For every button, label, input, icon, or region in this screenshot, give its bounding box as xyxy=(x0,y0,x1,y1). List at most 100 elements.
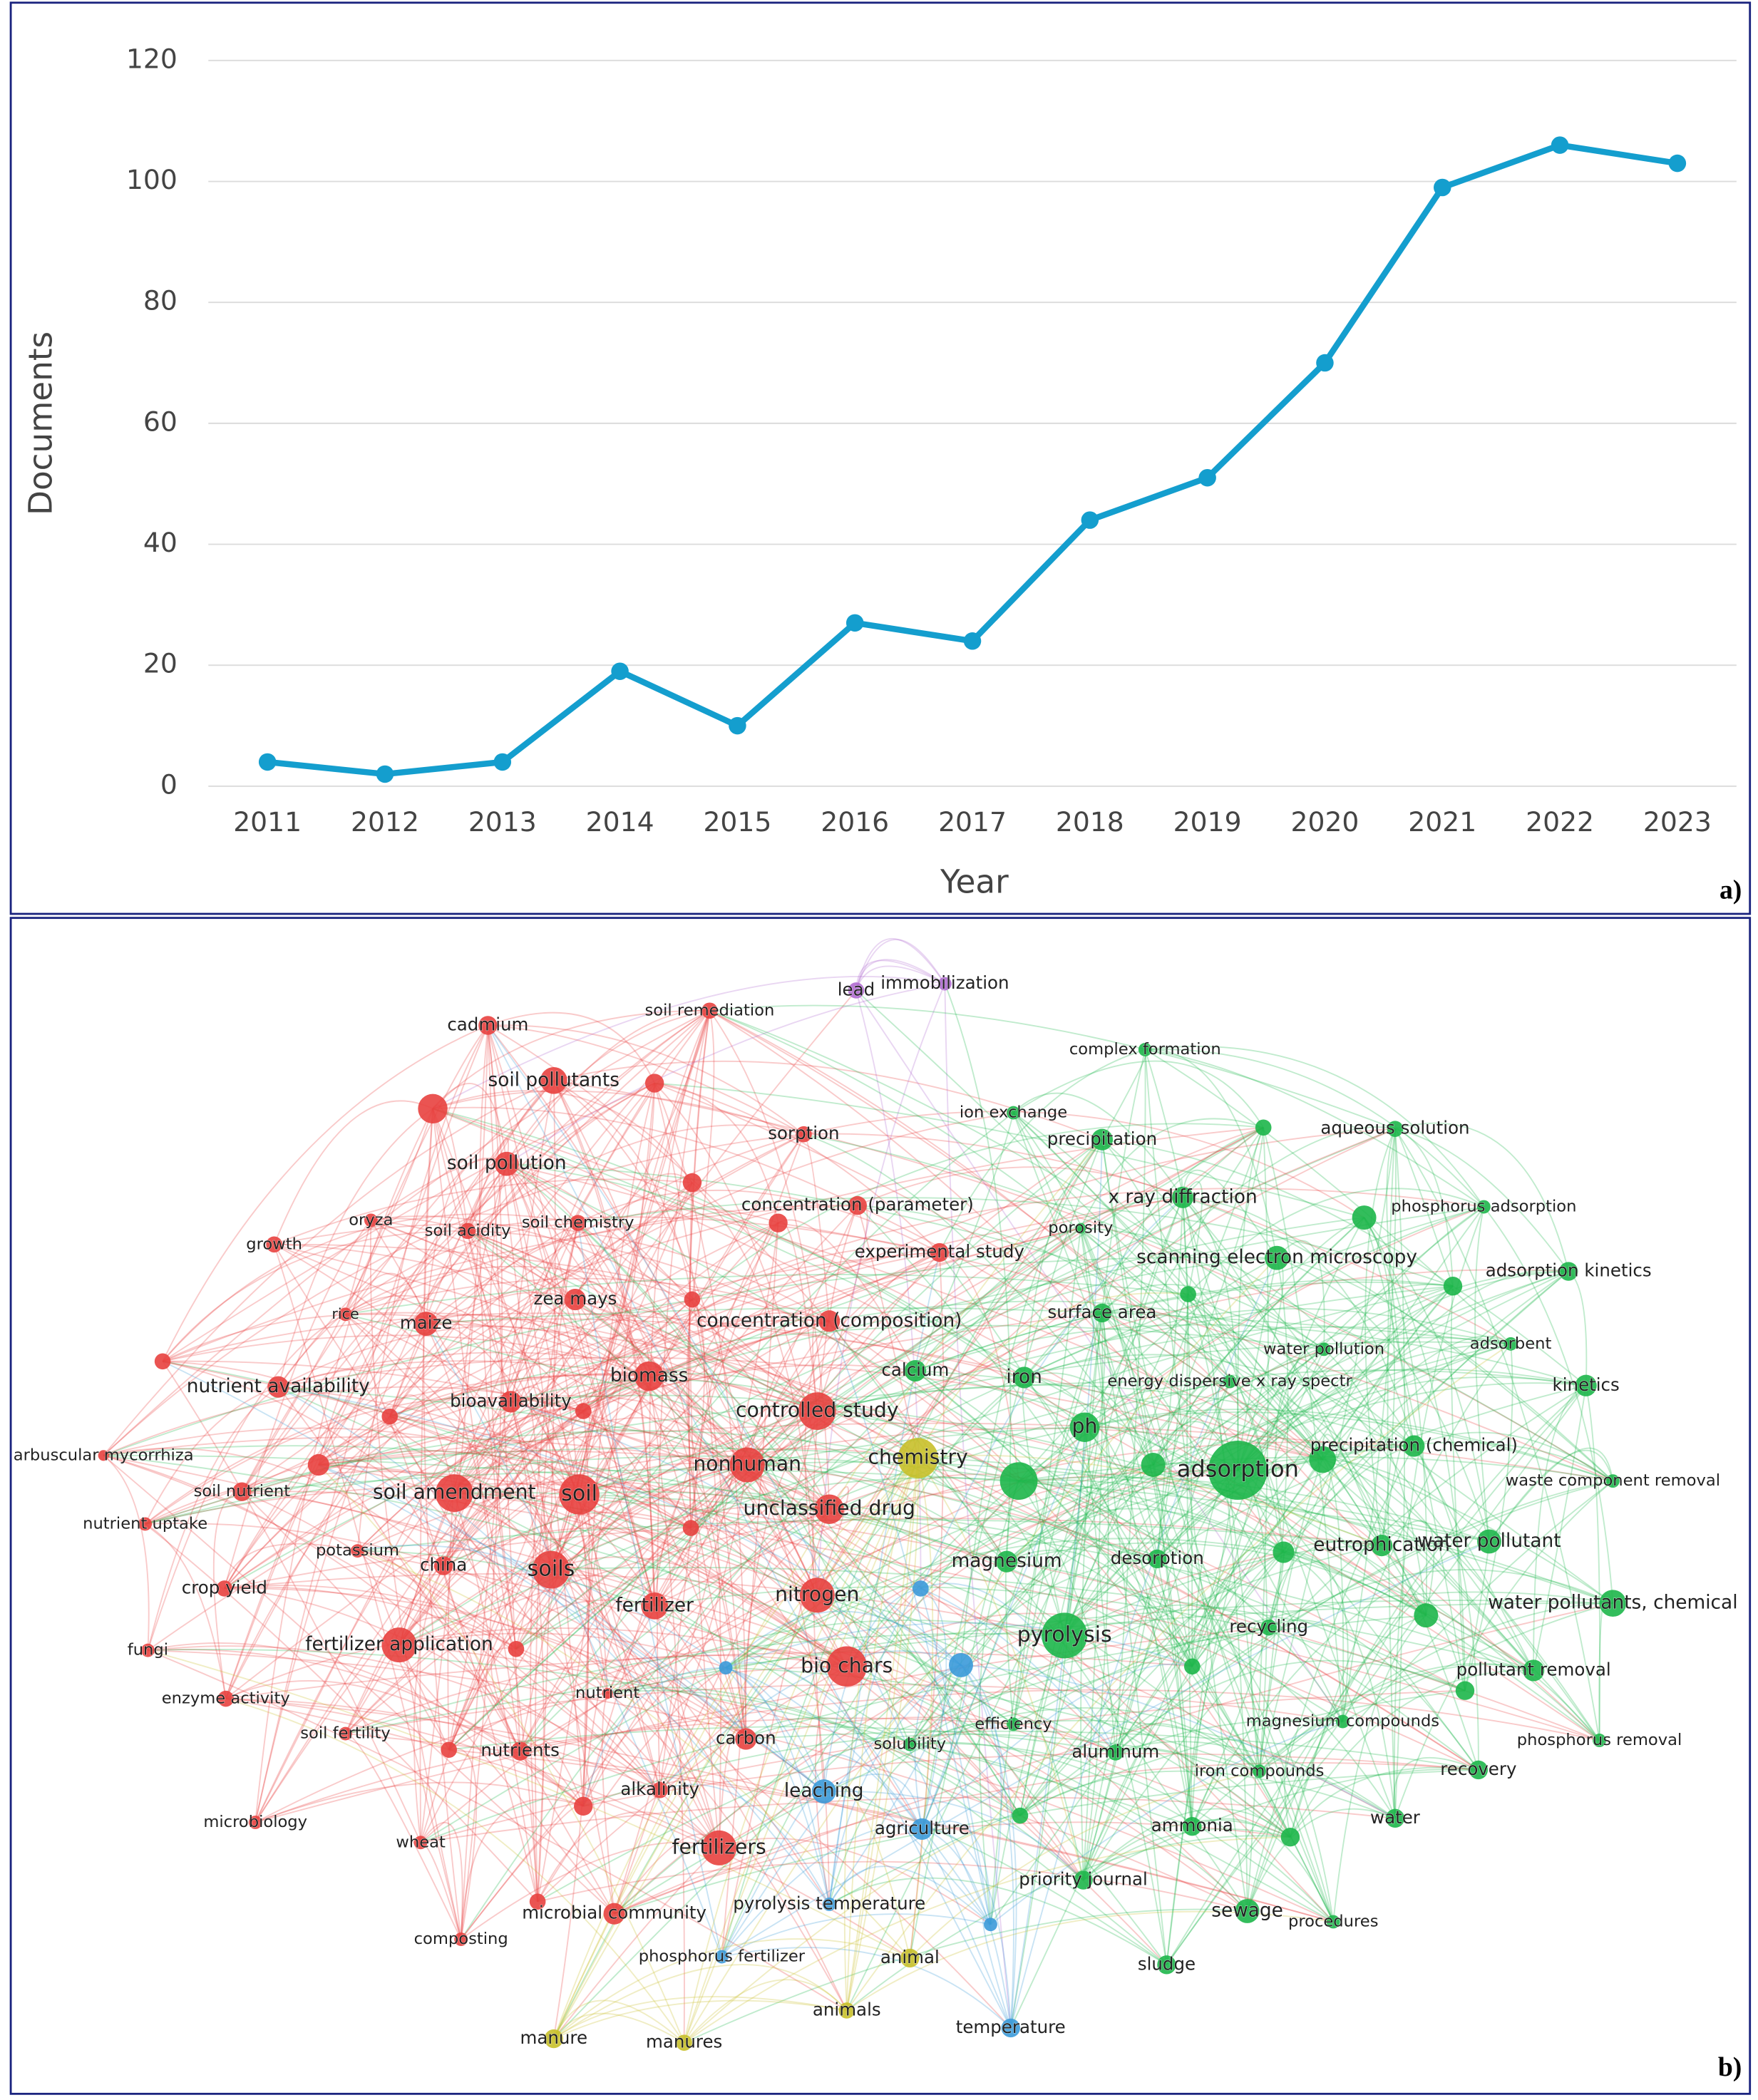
edge xyxy=(725,1610,962,1669)
edge xyxy=(1018,1481,1168,1965)
edge xyxy=(803,1111,1365,1218)
node xyxy=(904,1359,926,1382)
node-label: precipitation xyxy=(1047,1128,1157,1149)
node-label: pollutant removal xyxy=(1456,1659,1611,1679)
x-tick-label: 2011 xyxy=(233,806,302,838)
edge xyxy=(746,1269,1569,1466)
y-tick-label: 100 xyxy=(126,164,178,195)
node xyxy=(1223,1374,1237,1389)
edge xyxy=(1258,1257,1289,1771)
edge xyxy=(1101,1139,1479,1771)
edge xyxy=(909,1217,1365,1745)
edge xyxy=(345,1274,1188,1315)
edge xyxy=(746,1730,1479,1771)
edge xyxy=(241,1491,615,1915)
edge xyxy=(224,1585,746,1740)
edge xyxy=(1191,1540,1490,1827)
node xyxy=(1235,1898,1260,1923)
edge xyxy=(148,1649,1248,1912)
edge xyxy=(1393,1756,1479,1818)
edge xyxy=(344,1314,720,1848)
edge xyxy=(960,1664,1017,2029)
edge xyxy=(688,1010,711,1528)
node xyxy=(1180,1286,1196,1302)
edge xyxy=(103,1455,615,1915)
node-label: microbial community xyxy=(522,1903,706,1923)
edge xyxy=(103,1133,804,1456)
edge xyxy=(103,1427,692,1529)
edge xyxy=(1115,1659,1466,1754)
y-tick-label: 60 xyxy=(143,406,178,437)
node xyxy=(798,1392,836,1430)
edge xyxy=(399,1182,693,1645)
edge xyxy=(816,1486,849,1596)
edge xyxy=(1082,1381,1230,1880)
edge xyxy=(846,1469,1238,1667)
edge xyxy=(345,1204,858,1315)
edge xyxy=(601,1693,615,1914)
edge xyxy=(145,1471,580,1525)
edge xyxy=(487,1025,521,1751)
edge xyxy=(443,1375,649,1566)
node xyxy=(684,1291,701,1308)
edge xyxy=(242,1491,818,1596)
edge xyxy=(709,1009,1325,1350)
edge xyxy=(448,1182,693,1750)
node-label: water pollutant xyxy=(1417,1530,1561,1552)
edge xyxy=(654,1082,779,1223)
edge xyxy=(725,1469,1238,1669)
edge xyxy=(1024,1372,1154,1466)
edge xyxy=(582,1508,830,1807)
edge xyxy=(426,1323,1019,1482)
edge xyxy=(344,1410,584,1734)
edge xyxy=(1321,1434,1382,1546)
edge xyxy=(582,1128,1396,1412)
edge xyxy=(225,1698,922,1830)
edge xyxy=(225,1698,685,2044)
edge xyxy=(1276,1257,1490,1542)
edge xyxy=(1246,1127,1269,1911)
edge xyxy=(922,1828,1012,2029)
edge xyxy=(1012,1112,1323,1461)
node xyxy=(949,1652,973,1677)
edge xyxy=(1166,1385,1587,1965)
edge xyxy=(828,1587,922,1905)
node-label: composting xyxy=(414,1930,508,1948)
edge xyxy=(467,1230,919,1459)
edge xyxy=(241,1108,433,1493)
edge xyxy=(478,1025,517,1649)
node-label: x ray diffraction xyxy=(1108,1186,1257,1208)
edge xyxy=(426,1307,1511,1345)
node xyxy=(1148,1549,1167,1569)
edge xyxy=(224,1010,711,1589)
edge xyxy=(318,1422,1613,1482)
edge xyxy=(1064,1270,1569,1637)
edge xyxy=(1009,1257,1278,2029)
edge xyxy=(1533,1385,1587,1671)
node-label: aqueous solution xyxy=(1320,1118,1469,1138)
edge xyxy=(816,1139,1103,1596)
node xyxy=(154,1353,171,1370)
edge xyxy=(318,1112,1014,1466)
edge xyxy=(1182,1181,1203,1295)
edge xyxy=(277,1108,433,1387)
node xyxy=(796,1126,812,1143)
edge xyxy=(659,1469,1238,1791)
edge xyxy=(1101,1284,1325,1350)
edge xyxy=(920,1582,1116,1753)
edge xyxy=(1064,1206,1484,1637)
edge xyxy=(745,1411,818,1739)
edge xyxy=(746,1252,940,1466)
edge xyxy=(583,1753,1479,1807)
edge xyxy=(345,1632,1065,1734)
edge xyxy=(453,1433,580,1496)
edge xyxy=(719,1551,1284,1849)
edge xyxy=(453,1493,539,1902)
edge xyxy=(1237,1343,1511,1471)
edge xyxy=(1191,1285,1454,1667)
edge xyxy=(537,1811,720,1903)
edge xyxy=(989,1312,1103,1925)
edge xyxy=(419,1108,434,1843)
edge xyxy=(577,1223,723,1957)
edge xyxy=(318,1009,710,1466)
